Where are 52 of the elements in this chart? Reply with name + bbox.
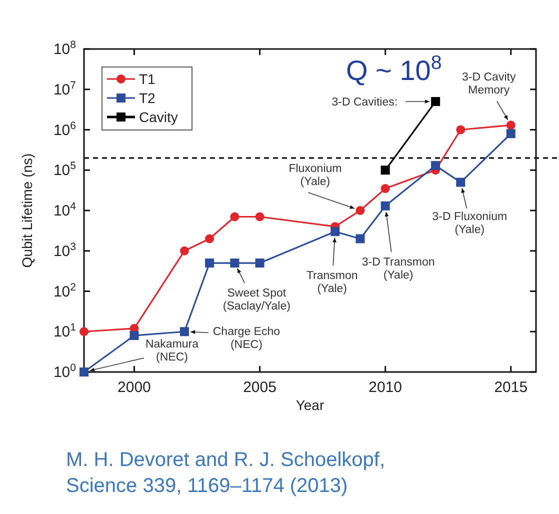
point — [180, 327, 189, 336]
annotation: Q ~ 10$^{8}$ — [346, 52, 442, 86]
point — [230, 212, 240, 222]
point — [456, 178, 466, 187]
annotation: Charge Echo (NEC) — [212, 326, 280, 352]
x-tick-label: 2015 — [494, 379, 528, 396]
y-tick-label: 10$^{8}$ — [53, 39, 76, 58]
point — [380, 201, 390, 210]
point — [431, 97, 440, 106]
y-tick-label: 10$^{6}$ — [53, 120, 76, 139]
x-axis-title: Year — [296, 397, 324, 413]
point — [255, 258, 264, 268]
annotation: 3-D Fluxonium (Yale) — [432, 210, 508, 236]
point — [380, 184, 390, 194]
point — [205, 234, 214, 244]
point — [356, 206, 365, 215]
legend-label: Cavity — [139, 109, 178, 125]
y-tick-label: 10$^{2}$ — [53, 281, 76, 300]
point — [356, 234, 365, 244]
annotation: 3-D Transmon (Yale) — [362, 256, 435, 282]
annotation: 3-D Cavity Memory — [462, 72, 516, 97]
point — [431, 161, 440, 170]
y-tick-label: 10$^{5}$ — [53, 160, 76, 180]
annotation: Fluxonium (Yale) — [288, 163, 342, 188]
annotation: 3-D Cavities: — [332, 96, 398, 109]
text: M. H. Devoret and R. J. Schoelkopf, Science 339, 1169–1174 (2013) — [66, 449, 386, 497]
x-tick-label: 2010 — [368, 379, 402, 396]
point — [255, 212, 264, 222]
point — [330, 227, 340, 236]
x-tick-label: 2000 — [118, 379, 151, 396]
point — [80, 327, 88, 336]
legend-label: T1 — [139, 71, 156, 87]
point — [130, 331, 139, 340]
point — [506, 129, 516, 138]
y-tick-label: 10$^{7}$ — [53, 79, 76, 98]
y-tick-label: 10$^{3}$ — [53, 240, 76, 260]
annotation: Sweet Spot (Saclay/Yale) — [222, 288, 291, 313]
y-tick-label: 10$^{1}$ — [53, 322, 76, 341]
legend-label: T2 — [139, 90, 156, 106]
point — [80, 368, 88, 376]
x-tick-label: 2005 — [243, 379, 276, 396]
y-tick-label: 10$^{4}$ — [53, 200, 76, 220]
y-tick-label: 10$^{0}$ — [53, 362, 76, 381]
point — [180, 246, 189, 256]
annotation: Transmon (Yale) — [306, 270, 358, 296]
point — [380, 166, 390, 175]
point — [230, 258, 240, 268]
point — [506, 120, 516, 130]
point — [205, 258, 214, 268]
y-axis-title: Qubit Lifetime (ns) — [19, 153, 35, 268]
annotation: Nakamura (NEC) — [145, 338, 200, 364]
point — [456, 125, 466, 134]
